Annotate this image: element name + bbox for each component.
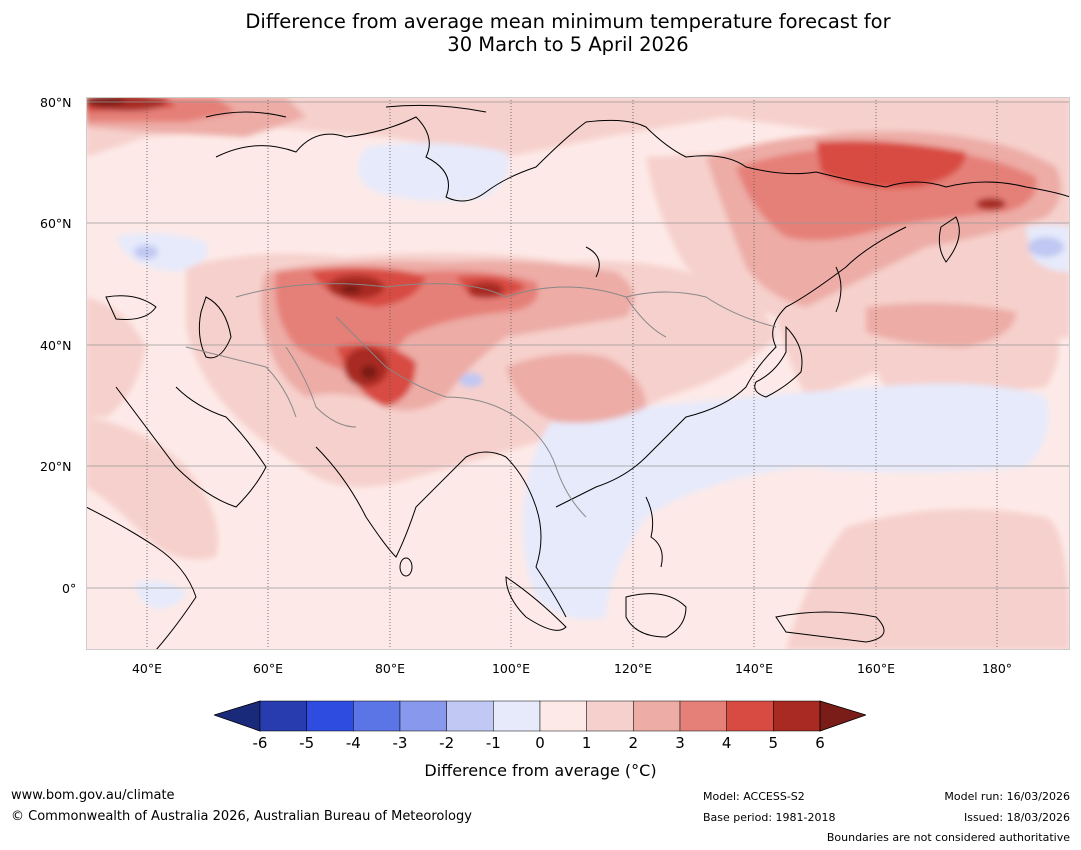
title-line-1: Difference from average mean minimum tem… <box>245 10 891 33</box>
colorbar-swatch <box>773 700 821 732</box>
country-borders <box>185 283 777 518</box>
colorbar-swatch <box>353 700 401 732</box>
lon-label-160e: 160°E <box>856 661 895 676</box>
colorbar-swatch <box>259 700 307 732</box>
anomaly-fields <box>86 97 1070 650</box>
colorbar-swatch <box>399 700 447 732</box>
lon-label-40e: 40°E <box>131 661 163 676</box>
colorbar-swatch <box>306 700 354 732</box>
parallel-gridlines <box>86 101 1070 589</box>
colorbar-swatch <box>446 700 494 732</box>
colorbar-tick: 2 <box>628 734 639 752</box>
colorbar-tick: -6 <box>252 734 268 752</box>
colorbar-swatch <box>679 700 727 732</box>
model-text: Model: ACCESS-S2 <box>703 790 805 803</box>
lon-label-60e: 60°E <box>252 661 284 676</box>
lat-label-60n: 60°N <box>40 216 72 231</box>
map-frame <box>86 97 1070 650</box>
forecast-map <box>86 97 1070 650</box>
lat-label-80n: 80°N <box>40 95 72 110</box>
colorbar-tick: 0 <box>535 734 545 752</box>
colorbar-tick: 3 <box>675 734 685 752</box>
website-link[interactable]: www.bom.gov.au/climate <box>11 788 175 803</box>
colorbar-swatch <box>493 700 541 732</box>
lat-label-0: 0° <box>62 581 77 596</box>
title-line-2: 30 March to 5 April 2026 <box>447 33 689 56</box>
colorbar-label: Difference from average (°C) <box>424 761 657 780</box>
disclaimer-text: Boundaries are not considered authoritat… <box>826 831 1070 844</box>
colorbar-tick: -3 <box>392 734 408 752</box>
lon-label-100e: 100°E <box>491 661 530 676</box>
colorbar-tick: 6 <box>815 734 825 752</box>
lat-label-40n: 40°N <box>40 338 72 353</box>
lon-label-120e: 120°E <box>613 661 652 676</box>
colorbar-tick: 4 <box>721 734 732 752</box>
colorbar-swatch <box>726 700 774 732</box>
lon-label-180: 180° <box>981 661 1013 676</box>
map-title: Difference from average mean minimum tem… <box>0 10 1081 56</box>
colorbar-swatch <box>633 700 681 732</box>
lon-label-80e: 80°E <box>374 661 406 676</box>
colorbar-tick: -5 <box>299 734 315 752</box>
colorbar-tick: 5 <box>768 734 779 752</box>
colorbar-swatch <box>586 700 634 732</box>
colorbar-swatch <box>539 700 587 732</box>
colorbar-tick: 1 <box>581 734 592 752</box>
colorbar-extend-high <box>819 700 866 732</box>
colorbar-tick: -2 <box>439 734 455 752</box>
colorbar-tick: -1 <box>485 734 501 752</box>
lat-label-20n: 20°N <box>40 459 72 474</box>
colorbar <box>214 700 866 732</box>
model-run-text: Model run: 16/03/2026 <box>944 790 1070 803</box>
lon-label-140e: 140°E <box>734 661 773 676</box>
colorbar-extend-low <box>214 700 261 732</box>
colorbar-tick: -4 <box>345 734 361 752</box>
copyright-text: © Commonwealth of Australia 2026, Austra… <box>11 809 472 824</box>
issued-text: Issued: 18/03/2026 <box>963 811 1070 824</box>
base-period-text: Base period: 1981-2018 <box>703 811 836 824</box>
